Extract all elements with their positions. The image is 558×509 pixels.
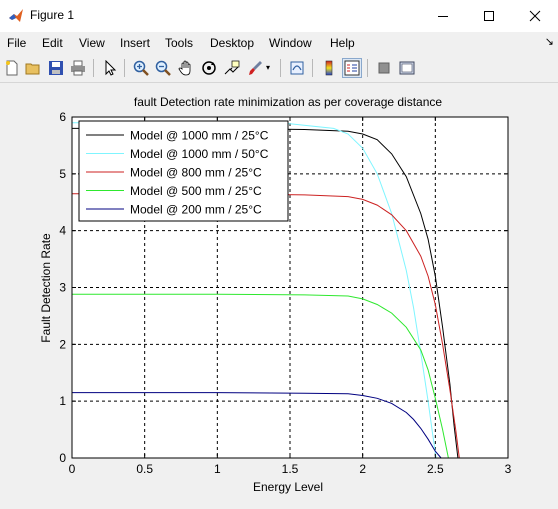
toolbar-separator xyxy=(124,59,125,77)
new-figure-button[interactable] xyxy=(2,58,22,78)
x-tick-label: 3 xyxy=(505,462,512,476)
line-chart[interactable]: 0 0.5 1 1.5 2 2.5 3 0 1 2 3 4 5 6 fault Detection rat… xyxy=(0,83,558,504)
hide-plot-tools-button[interactable] xyxy=(374,58,394,78)
menu-view[interactable]: View xyxy=(79,36,105,50)
toolbar-separator xyxy=(280,59,281,77)
matlab-logo-icon xyxy=(9,9,23,22)
menu-file[interactable]: File xyxy=(7,36,27,50)
show-plot-tools-icon xyxy=(399,61,415,75)
axis-ticks: 0 0.5 1 1.5 2 2.5 3 0 1 2 3 4 5 6 xyxy=(59,110,511,476)
zoom-in-icon xyxy=(133,60,149,76)
menu-help[interactable]: Help xyxy=(330,36,355,50)
open-file-button[interactable] xyxy=(23,58,43,78)
legend-entry-label: Model @ 500 mm / 25°C xyxy=(130,184,262,198)
brush-icon xyxy=(249,61,262,75)
save-button[interactable] xyxy=(46,58,66,78)
maximize-button[interactable] xyxy=(466,0,512,32)
y-tick-label: 2 xyxy=(59,337,66,351)
window-title: Figure 1 xyxy=(30,8,75,22)
y-axis-label: Fault Detection Rate xyxy=(39,233,53,343)
rotate-3d-button[interactable] xyxy=(199,58,219,78)
maximize-icon xyxy=(484,11,494,21)
legend-icon xyxy=(344,60,360,76)
window-title-bar[interactable]: Figure 1 xyxy=(0,0,558,32)
menu-insert[interactable]: Insert xyxy=(120,36,151,50)
show-plot-tools-button[interactable] xyxy=(397,58,417,78)
figure-canvas: 0 0.5 1 1.5 2 2.5 3 0 1 2 3 4 5 6 fault Detection rat… xyxy=(0,83,558,504)
print-button[interactable] xyxy=(68,58,88,78)
brush-button[interactable] xyxy=(245,58,265,78)
rotate-3d-icon xyxy=(202,61,216,75)
legend[interactable]: Model @ 1000 mm / 25°C Model @ 1000 mm / … xyxy=(78,120,289,222)
save-icon xyxy=(49,61,63,75)
x-tick-label: 0.5 xyxy=(136,462,153,476)
series-line-1 xyxy=(72,127,459,459)
toolbar-separator xyxy=(93,59,94,77)
data-cursor-button[interactable] xyxy=(222,58,242,78)
zoom-in-button[interactable] xyxy=(131,58,151,78)
menu-tools[interactable]: Tools xyxy=(165,36,194,50)
data-cursor-icon xyxy=(224,60,240,75)
x-tick-label: 2 xyxy=(359,462,366,476)
pan-button[interactable] xyxy=(176,58,196,78)
y-tick-label: 1 xyxy=(59,394,66,408)
toolbar-separator xyxy=(312,59,313,77)
chart-title: fault Detection rate minimization as per… xyxy=(134,95,442,109)
legend-entry-label: Model @ 1000 mm / 50°C xyxy=(130,147,269,161)
menu-bar: File Edit View Insert Tools Desktop Wind… xyxy=(0,32,558,54)
y-tick-label: 3 xyxy=(59,281,66,295)
x-axis-label: Energy Level xyxy=(253,480,323,494)
brush-dropdown-icon[interactable]: ▾ xyxy=(266,63,271,72)
y-tick-label: 6 xyxy=(59,110,66,124)
link-plot-icon xyxy=(290,61,304,75)
x-tick-label: 1.5 xyxy=(282,462,299,476)
minimize-button[interactable] xyxy=(420,0,466,32)
close-button[interactable] xyxy=(512,0,558,32)
menu-desktop[interactable]: Desktop xyxy=(210,36,255,50)
colorbar-icon xyxy=(325,60,333,76)
menu-edit[interactable]: Edit xyxy=(42,36,63,50)
close-icon xyxy=(529,10,541,22)
y-tick-label: 4 xyxy=(59,224,66,238)
minimize-icon xyxy=(438,16,448,17)
y-tick-label: 5 xyxy=(59,167,66,181)
legend-entry-label: Model @ 800 mm / 25°C xyxy=(130,166,262,180)
series-line-2 xyxy=(72,122,437,459)
hide-plot-tools-icon xyxy=(378,62,390,74)
plot-frame xyxy=(71,116,509,459)
series-line-3 xyxy=(72,193,460,459)
edit-plot-icon xyxy=(105,60,117,76)
series-line-4 xyxy=(72,293,449,459)
dock-arrow-icon[interactable]: ↘ xyxy=(544,36,554,48)
zoom-out-icon xyxy=(155,60,171,76)
series-lines xyxy=(72,122,460,459)
menu-window[interactable]: Window xyxy=(269,36,312,50)
y-tick-label: 0 xyxy=(59,451,66,465)
legend-entry-label: Model @ 1000 mm / 25°C xyxy=(130,129,269,143)
new-figure-icon xyxy=(6,60,18,76)
x-tick-label: 1 xyxy=(214,462,221,476)
zoom-out-button[interactable] xyxy=(153,58,173,78)
pan-icon xyxy=(178,60,191,76)
toolbar-separator xyxy=(367,59,368,77)
link-plot-button[interactable] xyxy=(287,58,307,78)
series-line-5 xyxy=(72,392,442,459)
edit-plot-button[interactable] xyxy=(100,58,120,78)
legend-button[interactable] xyxy=(342,58,362,78)
x-tick-label: 2.5 xyxy=(427,462,444,476)
print-icon xyxy=(71,60,85,76)
legend-entry-label: Model @ 200 mm / 25°C xyxy=(130,203,262,217)
figure-toolbar: ▾ xyxy=(0,54,558,83)
legend-box xyxy=(78,120,289,222)
x-tick-label: 0 xyxy=(69,462,76,476)
colorbar-button[interactable] xyxy=(319,58,339,78)
open-file-icon xyxy=(25,63,40,75)
